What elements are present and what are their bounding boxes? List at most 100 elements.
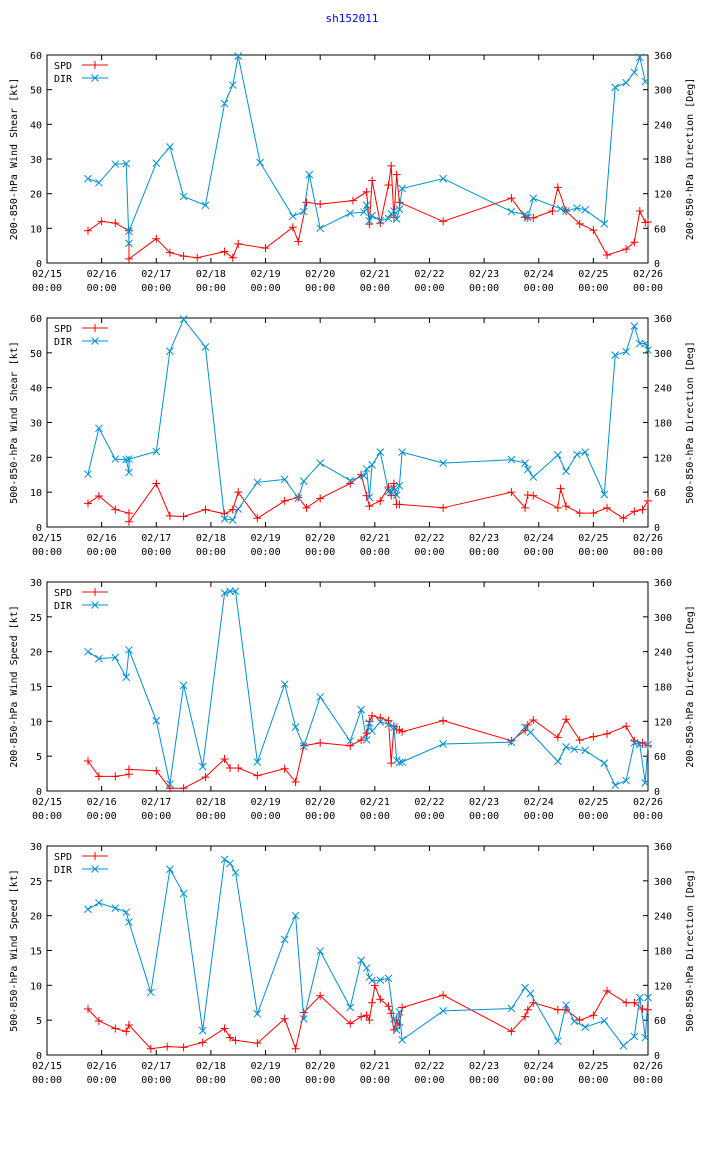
panel1-y2tick-label: 0 bbox=[654, 259, 660, 270]
panel2-spd-point bbox=[83, 499, 92, 508]
panel2-spd-point bbox=[644, 496, 652, 505]
panel2-ytick-label: 50 bbox=[30, 349, 42, 360]
panel3-spd-point bbox=[152, 766, 161, 775]
panel4-spd-point bbox=[231, 1036, 240, 1045]
panel4-spd-point bbox=[253, 1039, 262, 1048]
panel4-dir-point bbox=[299, 1015, 308, 1023]
panel2-dir-point bbox=[360, 472, 368, 480]
panel3-xtick-date: 02/21 bbox=[360, 797, 390, 808]
panel3-y2tick-label: 60 bbox=[654, 752, 666, 763]
panel1-xtick-time: 00:00 bbox=[32, 283, 62, 294]
panel1-dir-point bbox=[125, 239, 133, 248]
panel3-dir-point bbox=[600, 759, 609, 767]
panel1-y2tick-label: 240 bbox=[654, 120, 672, 131]
panel2-ytick-label: 20 bbox=[30, 453, 42, 464]
panel4-xtick-date: 02/20 bbox=[305, 1061, 335, 1072]
panel4-dir-point bbox=[641, 1033, 650, 1042]
panel1-spd-point bbox=[179, 252, 188, 261]
panel2-xtick-date: 02/16 bbox=[87, 533, 117, 544]
panel2-dir-point bbox=[368, 461, 376, 469]
panel2-spd-point bbox=[575, 509, 584, 518]
page-title: sh152011 bbox=[325, 12, 379, 25]
panel3-xtick-time: 00:00 bbox=[196, 811, 226, 822]
panel1-ytick-label: 60 bbox=[30, 51, 42, 62]
panel1-spd-point bbox=[603, 251, 612, 260]
panel3-xtick-date: 02/26 bbox=[633, 797, 663, 808]
panel3-plot-frame bbox=[46, 581, 649, 792]
panel2-spd-point bbox=[365, 502, 374, 511]
panel4-y2tick-label: 240 bbox=[654, 912, 672, 923]
panel3-ylabel: 200-850-hPa Wind Speed [kt] bbox=[9, 605, 20, 768]
panel3-y2label: 200-850-hPa Direction [Deg] bbox=[685, 605, 696, 768]
panel4-spd-point bbox=[644, 1005, 652, 1014]
panel2-xtick-date: 02/22 bbox=[414, 533, 444, 544]
panel2-dir-point bbox=[122, 455, 131, 464]
panel1-dir-point bbox=[228, 81, 237, 89]
panel3-spd-point bbox=[346, 741, 355, 750]
panel3-ytick-label: 0 bbox=[36, 787, 42, 798]
panel4-ylabel: 500-850-hPa Wind Speed [kt] bbox=[9, 869, 20, 1032]
panel4-y2tick-label: 120 bbox=[654, 981, 672, 992]
panel2-dir-point bbox=[630, 322, 639, 330]
panel1-xtick-time: 00:00 bbox=[305, 283, 335, 294]
panel4-dir-point bbox=[362, 964, 371, 972]
panel4-spd-point bbox=[346, 1019, 355, 1028]
panel2-dir-point bbox=[316, 459, 325, 467]
panel2-xtick-time: 00:00 bbox=[633, 547, 663, 558]
panel3-spd-point bbox=[111, 772, 120, 781]
panel2-dir-point bbox=[395, 481, 404, 490]
panel1-dir-point bbox=[390, 207, 398, 215]
panel4-spd-line bbox=[87, 983, 649, 1051]
panel4-dir-point bbox=[553, 1037, 562, 1045]
panel4-dir-point bbox=[619, 1041, 628, 1050]
panel2-ytick-label: 40 bbox=[30, 384, 42, 395]
panel3-spd-point bbox=[589, 732, 598, 741]
panel3-dir-point bbox=[84, 647, 92, 656]
panel1-y2tick-label: 180 bbox=[654, 155, 672, 166]
panel2-dir-point bbox=[365, 493, 374, 502]
panel3-dir-point bbox=[644, 740, 652, 749]
panel4-dir-point bbox=[111, 904, 120, 912]
panel1-xtick-date: 02/18 bbox=[196, 269, 226, 280]
panel3-spd-point bbox=[376, 713, 385, 722]
panel3-xtick-time: 00:00 bbox=[87, 811, 117, 822]
panel3-xtick-time: 00:00 bbox=[305, 811, 335, 822]
panel4-y2tick-label: 360 bbox=[654, 842, 672, 853]
panel1-xtick-time: 00:00 bbox=[360, 283, 390, 294]
panel2-xtick-date: 02/25 bbox=[578, 533, 608, 544]
panel4-spd-point bbox=[376, 995, 385, 1004]
panel1-dir-point bbox=[256, 158, 264, 167]
panel4-xtick-date: 02/18 bbox=[196, 1061, 226, 1072]
panel4-xtick-date: 02/22 bbox=[414, 1061, 444, 1072]
panel4-xtick-date: 02/19 bbox=[250, 1061, 280, 1072]
panel1-spd-point bbox=[439, 217, 448, 226]
panel1-spd-point bbox=[152, 234, 161, 243]
panel4-ytick-label: 20 bbox=[30, 912, 42, 923]
panel3-spd-point bbox=[507, 736, 516, 745]
panel3-xtick-date: 02/15 bbox=[32, 797, 62, 808]
panel3-ytick-label: 15 bbox=[30, 683, 42, 694]
panel2-plot-frame bbox=[46, 317, 649, 528]
panel4-dir-point bbox=[84, 905, 92, 914]
panel4-dir-point bbox=[368, 976, 376, 985]
panel1-xtick-date: 02/20 bbox=[305, 269, 335, 280]
panel2-ytick-label: 0 bbox=[36, 523, 42, 534]
panel1-spd-point bbox=[622, 245, 631, 254]
panel4-dir-point bbox=[179, 889, 188, 898]
panel4-dir-point bbox=[384, 974, 393, 983]
panel4-dir-point bbox=[398, 1036, 406, 1044]
panel2-ytick-label: 60 bbox=[30, 314, 42, 325]
panel4-spd-point bbox=[179, 1043, 188, 1052]
panel1-xtick-time: 00:00 bbox=[633, 283, 663, 294]
panel2-spd-point bbox=[521, 503, 530, 512]
panel4-ytick-label: 0 bbox=[36, 1051, 42, 1062]
panel1-legend-marker-dir bbox=[91, 74, 99, 82]
panel2-spd-point bbox=[234, 488, 243, 497]
panel4-xtick-time: 00:00 bbox=[578, 1075, 608, 1086]
panel2-xtick-date: 02/26 bbox=[633, 533, 663, 544]
panel3-spd-point bbox=[291, 777, 300, 786]
panel1-spd-point bbox=[302, 198, 311, 207]
panel4-dir-point bbox=[439, 1007, 447, 1015]
panel1-xtick-date: 02/17 bbox=[141, 269, 171, 280]
panel3-dir-point bbox=[439, 740, 447, 748]
